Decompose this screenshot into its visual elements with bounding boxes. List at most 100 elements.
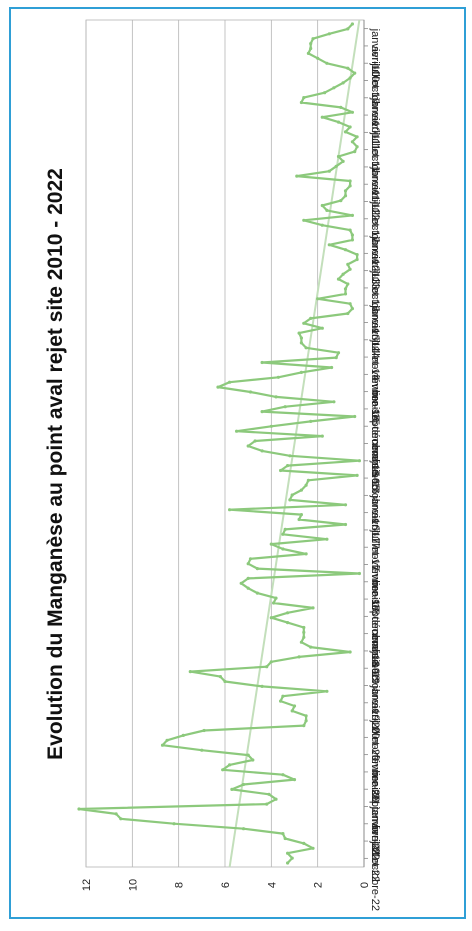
data-point <box>320 434 324 438</box>
data-point <box>341 159 345 163</box>
data-point <box>346 282 350 286</box>
data-point <box>288 498 292 502</box>
date-tick-label: juillet-22 <box>369 840 381 882</box>
value-tick-label: 12 <box>81 879 93 891</box>
data-point <box>355 473 359 477</box>
data-point <box>269 616 273 620</box>
data-point <box>341 81 345 85</box>
data-point <box>304 552 308 556</box>
date-tick-label: décembre-18 <box>369 616 381 681</box>
data-point <box>304 483 308 487</box>
data-point <box>235 429 239 433</box>
date-tick-label: janvier-11 <box>369 97 381 145</box>
date-tick-label: juillet-20 <box>369 719 381 761</box>
date-tick-label: février-15 <box>369 374 381 420</box>
data-point <box>290 856 294 860</box>
value-tick-label: 0 <box>359 882 371 888</box>
data-point <box>348 184 352 188</box>
data-point <box>336 351 341 355</box>
date-tick-label: mai-18 <box>369 582 381 616</box>
data-point <box>246 562 250 566</box>
date-tick-label: avril-12 <box>369 184 381 220</box>
chart-title: Evolution du Manganèse au point aval rej… <box>44 168 67 760</box>
data-point <box>241 782 246 787</box>
value-tick-label: 10 <box>127 879 139 891</box>
data-point <box>200 748 204 752</box>
data-point <box>336 277 341 281</box>
data-point <box>160 743 165 747</box>
data-point <box>311 606 315 610</box>
data-point <box>348 302 352 306</box>
date-tick-label: juillet-13 <box>369 270 381 312</box>
label-layer: 024681012janvier-10avril-10juillet-10oct… <box>81 28 381 911</box>
data-point <box>348 125 352 129</box>
date-tick-label: mars-19 <box>369 634 381 674</box>
data-point <box>343 248 348 252</box>
data-point <box>286 611 290 615</box>
date-tick-label: janvier-12 <box>369 166 381 215</box>
data-point <box>276 375 280 379</box>
data-point <box>302 321 306 325</box>
data-point <box>306 51 310 56</box>
data-point <box>260 410 264 414</box>
data-point <box>253 439 257 443</box>
data-point <box>288 454 292 458</box>
date-tick-label: février-21 <box>369 755 381 801</box>
data-point <box>350 238 354 242</box>
data-point <box>281 694 285 698</box>
date-tick-label: janvier-10 <box>369 28 381 77</box>
data-point <box>292 704 297 708</box>
data-point <box>246 586 250 590</box>
data-point <box>320 203 324 208</box>
data-point <box>299 370 303 374</box>
axis-layer <box>85 19 368 868</box>
data-point <box>299 336 303 340</box>
data-point <box>302 635 306 639</box>
data-point <box>248 557 253 561</box>
data-point <box>295 174 299 178</box>
date-tick-label: septembre-15 <box>369 409 381 477</box>
data-point <box>348 228 352 232</box>
data-point <box>327 243 331 247</box>
data-point <box>350 110 354 114</box>
date-tick-label: février-18 <box>369 565 381 611</box>
data-point <box>286 861 290 865</box>
data-point <box>302 218 306 222</box>
data-point <box>218 675 222 679</box>
data-point <box>172 822 176 826</box>
data-point <box>202 728 206 733</box>
data-point <box>299 640 303 644</box>
data-point <box>248 390 253 394</box>
data-point <box>255 567 259 571</box>
date-tick-label: avril-17 <box>369 513 381 549</box>
trendline <box>228 19 361 868</box>
date-tick-label: janvier-17 <box>369 494 381 543</box>
data-point <box>336 120 341 124</box>
data-point <box>309 645 313 649</box>
data-point <box>274 395 278 399</box>
data-point <box>239 581 243 585</box>
data-point <box>350 307 354 311</box>
data-point <box>302 841 306 846</box>
data-point <box>279 699 283 703</box>
data-point <box>251 758 255 762</box>
data-point <box>283 405 287 409</box>
data-point <box>228 763 232 767</box>
data-point <box>339 105 343 109</box>
date-tick-label: avril-13 <box>369 253 381 289</box>
data-point <box>309 42 313 46</box>
data-point <box>343 189 348 193</box>
data-point <box>299 513 303 517</box>
data-point <box>299 100 303 105</box>
data-point <box>357 459 361 463</box>
data-point <box>165 738 169 742</box>
date-tick-label: avril-22 <box>369 824 381 860</box>
date-tick-label: octobre-10 <box>369 81 381 134</box>
data-point <box>309 46 313 51</box>
data-point <box>357 571 361 576</box>
date-tick-label: janvier-22 <box>369 806 381 855</box>
data-point <box>316 56 320 60</box>
data-point <box>348 179 352 183</box>
data-point <box>346 262 350 266</box>
date-tick-label: avril-14 <box>369 323 381 359</box>
